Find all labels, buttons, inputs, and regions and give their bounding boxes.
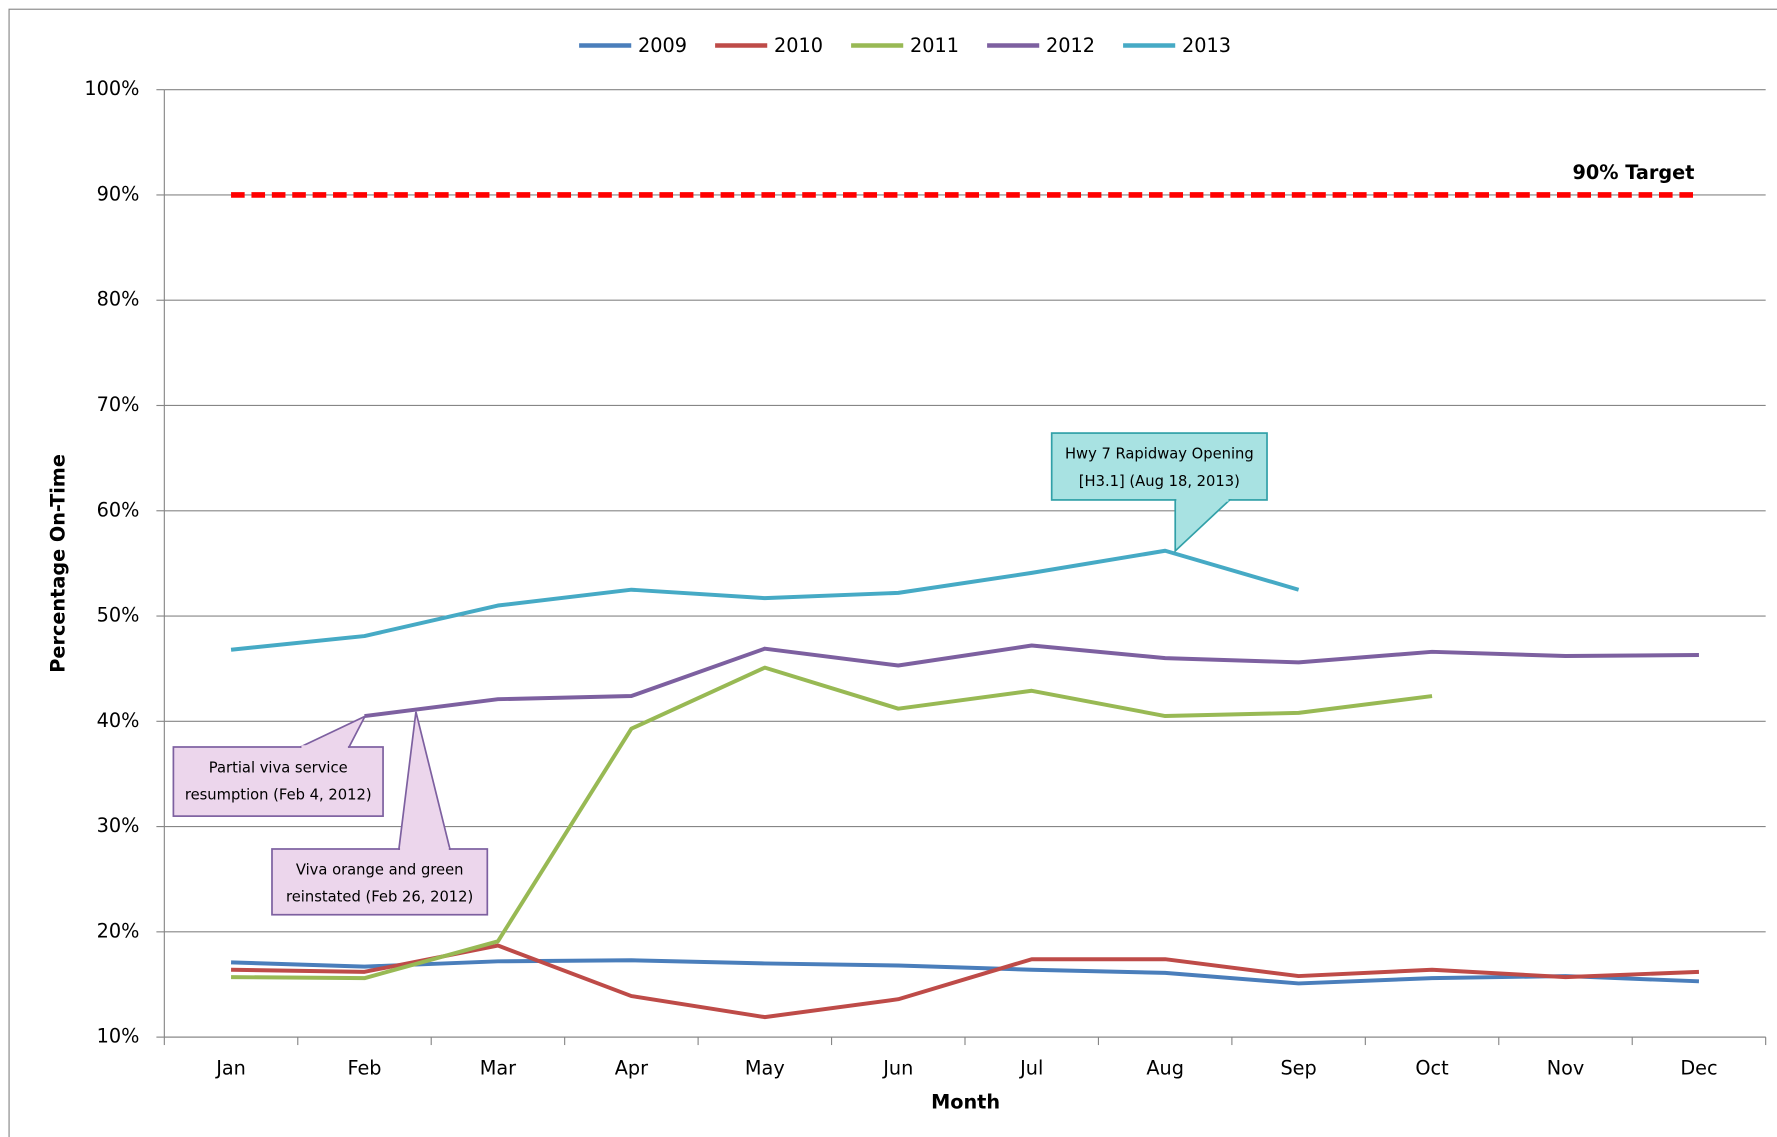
series-line [231,943,1700,1020]
series-line [230,958,1700,986]
target-label: 90% Target [1572,161,1694,184]
annotation-pointer [397,711,452,850]
annotation-box [1050,432,1268,501]
y-tick-label: 40% [97,709,140,732]
legend-label: 2011 [910,34,959,57]
legend-label: 2009 [638,34,687,57]
legend-label: 2010 [774,34,823,57]
annotation-text: Viva orange and green [296,862,464,879]
y-tick-label: 60% [97,498,140,521]
y-tick-label: 10% [97,1025,140,1048]
x-tick-label: Feb [347,1056,381,1079]
y-tick-label: 50% [97,604,140,627]
x-tick-label: Oct [1415,1056,1449,1079]
x-tick-label: Jul [1019,1056,1043,1079]
series-line [231,665,1433,981]
x-tick-label: Mar [480,1056,516,1079]
legend-label: 2013 [1182,34,1231,57]
x-tick-label: Nov [1547,1056,1585,1079]
x-tick-label: Jan [215,1056,246,1079]
annotation-text: resumption (Feb 4, 2012) [185,787,372,804]
annotation-text: [H3.1] (Aug 18, 2013) [1079,473,1240,490]
annotation-pointer [1174,499,1232,553]
y-tick-label: 70% [97,393,140,416]
x-tick-label: Dec [1680,1056,1717,1079]
chart-frame [8,8,1777,1137]
annotation-box [271,848,489,916]
y-tick-label: 20% [97,919,140,942]
x-tick-label: May [745,1056,785,1079]
x-tick-label: Aug [1146,1056,1184,1079]
x-tick-label: Sep [1280,1056,1316,1079]
annotation-box [172,746,384,817]
x-axis-title: Month [931,1090,1000,1113]
annotation-text: reinstated (Feb 26, 2012) [286,889,473,906]
y-tick-label: 90% [97,182,140,205]
x-tick-label: Apr [615,1056,648,1079]
annotation-text: Hwy 7 Rapidway Opening [1065,446,1254,463]
y-tick-label: 100% [84,77,139,100]
x-tick-label: Jun [882,1056,913,1079]
series-line [230,548,1300,652]
y-tick-label: 80% [97,288,140,311]
annotation-text: Partial viva service [209,760,348,777]
y-axis-title: Percentage On-Time [46,454,69,673]
series-line [364,643,1699,719]
legend-label: 2012 [1046,34,1095,57]
y-tick-label: 30% [97,814,140,837]
